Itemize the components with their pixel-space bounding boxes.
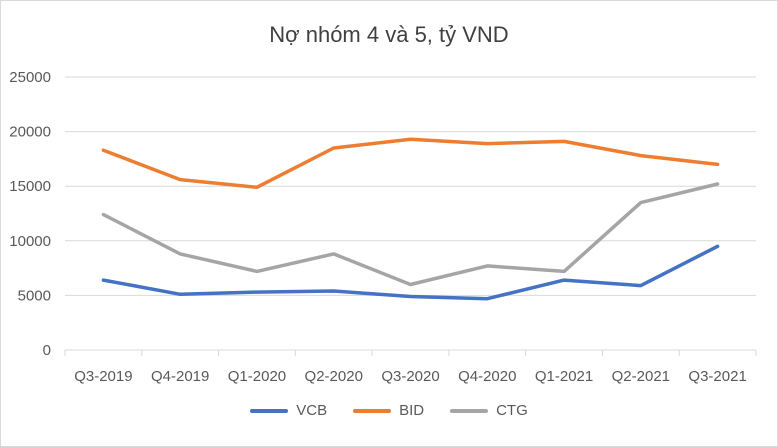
legend-label: BID bbox=[399, 402, 425, 419]
series-line-bid bbox=[101, 137, 720, 190]
y-tick-label: 5000 bbox=[18, 287, 51, 304]
x-tick-label: Q2-2021 bbox=[612, 368, 670, 385]
x-tick-label: Q4-2019 bbox=[151, 368, 209, 385]
x-tick-label: Q3-2020 bbox=[381, 368, 439, 385]
legend: VCB BID CTG bbox=[0, 402, 778, 419]
y-tick-label: 15000 bbox=[9, 178, 51, 195]
legend-swatch bbox=[353, 408, 392, 413]
x-tick-label: Q1-2021 bbox=[535, 368, 593, 385]
x-tick-label: Q4-2020 bbox=[458, 368, 516, 385]
y-tick-label: 10000 bbox=[9, 233, 51, 250]
legend-label: CTG bbox=[496, 402, 528, 419]
x-tick-label: Q3-2021 bbox=[688, 368, 746, 385]
x-axis-ticks: Q3-2019 Q4-2019 Q1-2020 Q2-2020 Q3-2020 Q4-20… bbox=[64, 350, 757, 385]
chart-title: Nợ nhóm 4 và 5, tỷ VND bbox=[269, 22, 509, 47]
y-tick-label: 0 bbox=[43, 342, 51, 359]
x-tick-label: Q3-2019 bbox=[74, 368, 132, 385]
series-line-vcb bbox=[101, 244, 720, 301]
legend-item-bid: BID bbox=[353, 402, 424, 419]
series-line-ctg bbox=[101, 182, 720, 287]
x-tick-label: Q2-2020 bbox=[305, 368, 363, 385]
y-tick-label: 25000 bbox=[9, 69, 51, 86]
legend-swatch bbox=[250, 408, 289, 413]
legend-item-ctg: CTG bbox=[450, 402, 528, 419]
series-lines bbox=[101, 137, 720, 301]
legend-label: VCB bbox=[296, 402, 328, 419]
legend-swatch bbox=[450, 408, 489, 413]
y-axis-ticks: 0 5000 10000 15000 20000 25000 bbox=[9, 69, 51, 359]
gridlines bbox=[65, 76, 756, 351]
legend-item-vcb: VCB bbox=[250, 402, 327, 419]
y-tick-label: 20000 bbox=[9, 124, 51, 141]
x-tick-label: Q1-2020 bbox=[228, 368, 286, 385]
